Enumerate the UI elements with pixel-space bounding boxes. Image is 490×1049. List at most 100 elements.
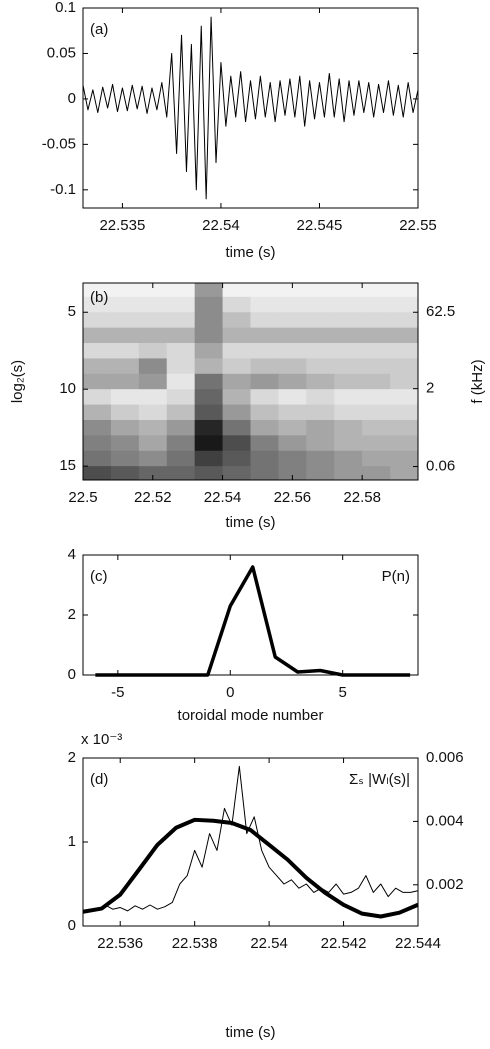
heat-cell (138, 450, 168, 467)
heat-cell (250, 389, 279, 406)
x-axis-label: time (s) (226, 1024, 276, 1041)
heat-cell (83, 296, 112, 313)
heat-cell (138, 343, 168, 359)
heat-cell (83, 450, 112, 467)
heat-cell (138, 327, 168, 344)
heat-cell (306, 419, 335, 436)
x-tick-label: 22.538 (172, 935, 218, 952)
heat-cell (306, 404, 335, 421)
heat-cell (166, 283, 196, 298)
heat-cell (362, 373, 391, 390)
heat-cell (166, 389, 196, 406)
heat-cell (83, 466, 112, 481)
heat-cell (166, 435, 196, 452)
heat-cell (222, 373, 251, 390)
heat-cell (390, 312, 419, 329)
heat-cell (334, 312, 363, 329)
heat-cell (362, 450, 391, 467)
x-tick-label: 22.56 (274, 489, 312, 506)
heat-cell (334, 419, 363, 436)
heat-cell (194, 312, 224, 329)
data-line (95, 565, 411, 677)
heat-cell (222, 343, 251, 359)
heat-cell (222, 389, 251, 406)
heat-cell (334, 373, 363, 390)
heat-cell (362, 404, 391, 421)
heat-cell (334, 343, 363, 359)
heat-cell (278, 435, 307, 452)
heat-cell (250, 312, 279, 329)
heat-cell (362, 296, 391, 313)
heat-cell (362, 312, 391, 329)
heat-cell (390, 389, 419, 406)
heat-cell (306, 343, 335, 359)
x-axis-label: time (s) (226, 244, 276, 261)
y-tick-label: 5 (68, 303, 76, 320)
data-line (82, 16, 419, 200)
y-multiplier: x 10⁻³ (81, 731, 122, 748)
heat-cell (390, 466, 419, 481)
y-tick-label: 1 (68, 833, 76, 850)
y-tick-label: 4 (68, 546, 76, 563)
y-tick-label: 10 (59, 380, 76, 397)
x-tick-label: 22.542 (321, 935, 367, 952)
heat-cell (138, 296, 168, 313)
heat-cell (250, 327, 279, 344)
heat-cell (278, 419, 307, 436)
heat-cell (83, 343, 112, 359)
heat-cell (334, 435, 363, 452)
heat-cell (194, 327, 224, 344)
y2-tick-label: 62.5 (426, 303, 455, 320)
x-tick-label: 22.54 (204, 489, 242, 506)
y-tick-label: 2 (68, 749, 76, 766)
y-tick-label: 0 (68, 666, 76, 683)
x-tick-label: 22.544 (395, 935, 441, 952)
heat-cell (362, 283, 391, 298)
heat-cell (222, 312, 251, 329)
heat-cell (110, 296, 140, 313)
y-tick-label: 0 (68, 90, 76, 107)
heat-cell (83, 283, 112, 298)
y-tick-label: 0 (68, 917, 76, 934)
heat-cell (362, 466, 391, 481)
x-tick-label: 0 (226, 684, 234, 701)
heat-cell (138, 389, 168, 406)
heat-cell (334, 283, 363, 298)
y2-tick-label: 2 (426, 380, 434, 397)
axes-box (82, 7, 419, 209)
y-tick-label: 0.1 (55, 0, 76, 16)
heat-cell (110, 283, 140, 298)
heat-cell (83, 327, 112, 344)
heat-cell (334, 404, 363, 421)
heat-cell (110, 435, 140, 452)
heat-cell (390, 343, 419, 359)
heat-cell (194, 404, 224, 421)
y-tick-label: -0.1 (50, 181, 76, 198)
heat-cell (222, 296, 251, 313)
heat-cell (110, 327, 140, 344)
x-tick-label: 5 (339, 684, 347, 701)
y2-tick-label: 0.002 (426, 876, 464, 893)
heat-cell (250, 466, 279, 481)
heat-cell (334, 389, 363, 406)
heat-cell (138, 373, 168, 390)
x-axis-label: time (s) (226, 514, 276, 531)
heat-cell (194, 358, 224, 375)
heat-cell (166, 419, 196, 436)
heat-cell (194, 450, 224, 467)
heat-cell (278, 343, 307, 359)
heat-cell (110, 312, 140, 329)
heat-cell (334, 466, 363, 481)
x-tick-label: 22.54 (202, 217, 240, 234)
x-tick-label: 22.55 (399, 217, 437, 234)
heat-cell (166, 466, 196, 481)
heat-cell (250, 373, 279, 390)
heat-cell (138, 358, 168, 375)
heat-cell (278, 373, 307, 390)
annotation: Σₛ |Wₗ(s)| (349, 771, 410, 788)
heat-cell (390, 373, 419, 390)
heat-cell (334, 450, 363, 467)
panel-label: (d) (90, 771, 108, 788)
y-axis-label: log₂(s) (9, 360, 26, 403)
